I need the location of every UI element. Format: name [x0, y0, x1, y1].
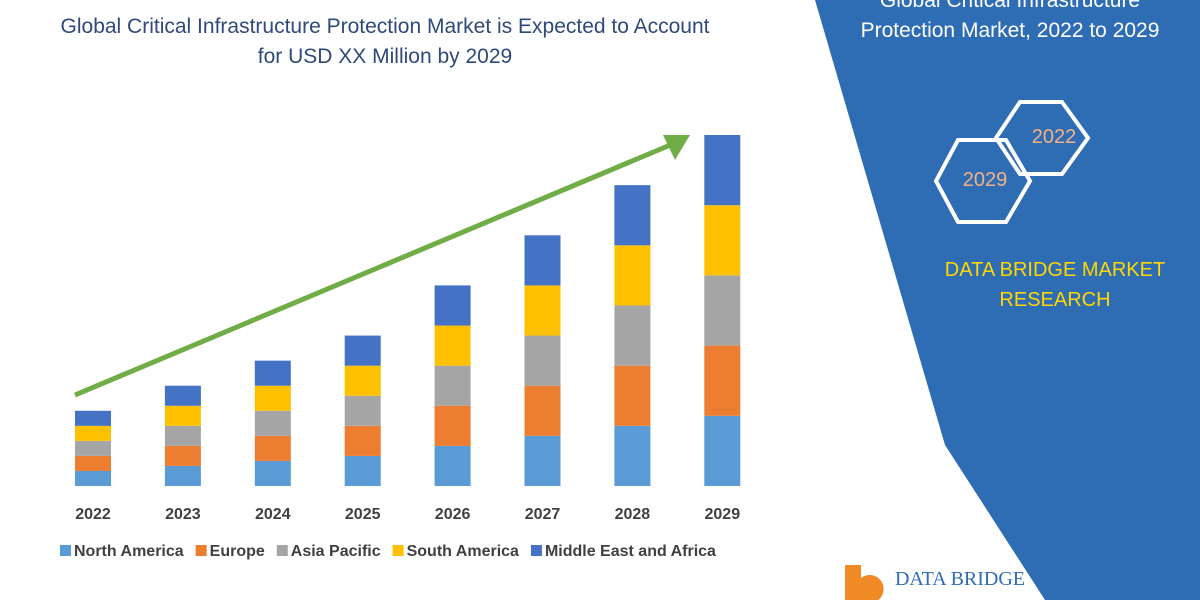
- bar-segment: [704, 135, 741, 206]
- legend-swatch: [276, 545, 288, 556]
- legend-swatch: [392, 545, 404, 556]
- x-tick-label: 2026: [435, 506, 471, 523]
- legend-label: Europe: [210, 543, 265, 560]
- legend-label: Middle East and Africa: [545, 543, 716, 560]
- bar-segment: [524, 385, 561, 436]
- legend-label: Asia Pacific: [291, 543, 381, 560]
- bar-segment: [344, 395, 381, 426]
- legend-swatch: [60, 545, 71, 556]
- bar-segment: [614, 305, 651, 366]
- chart-title: Global Critical Infrastructure Protectio…: [60, 15, 710, 68]
- bar-segment: [614, 245, 651, 306]
- bar-segment: [434, 365, 471, 406]
- bar-segment: [704, 205, 741, 276]
- x-tick-label: 2024: [255, 506, 291, 523]
- chart: 2022 2023 2024 2025 2026 2027 2028 2029 North Am…: [60, 135, 741, 560]
- bar-segment: [75, 410, 111, 426]
- legend-label: North America: [74, 543, 184, 560]
- bar-segment: [434, 445, 471, 486]
- bar-segment: [164, 405, 201, 426]
- bar-segment: [614, 365, 651, 426]
- x-tick-label: 2029: [705, 506, 741, 523]
- bar-segment: [254, 435, 291, 461]
- bar-segment: [75, 455, 111, 471]
- legend-swatch: [530, 545, 542, 556]
- bar-segment: [434, 405, 471, 446]
- bar-segment: [614, 425, 651, 486]
- legend-label: South America: [407, 543, 519, 560]
- bar-segment: [704, 345, 741, 416]
- bar-segment: [344, 425, 381, 456]
- bar-segment: [254, 460, 291, 486]
- bar-segment: [254, 410, 291, 436]
- bar-segment: [344, 365, 381, 396]
- x-tick-label: 2027: [525, 506, 561, 523]
- bar-segment: [164, 445, 201, 466]
- x-tick-label: 2028: [615, 506, 651, 523]
- bar-segment: [344, 455, 381, 486]
- side-panel: [815, 0, 1200, 600]
- x-tick-label: 2022: [75, 506, 111, 523]
- bar-segment: [704, 415, 741, 486]
- growth-arrow: [74, 140, 676, 398]
- bar-segment: [254, 360, 291, 386]
- hexagon-label: 2022: [1031, 126, 1077, 148]
- arrow-head: [663, 135, 690, 160]
- bar-segment: [434, 325, 471, 366]
- bar-segment: [524, 235, 561, 286]
- side-title: Global Critical Infrastructure Protectio…: [860, 0, 1160, 42]
- hexagon-label: 2029: [962, 169, 1008, 191]
- bar-segment: [164, 385, 201, 406]
- x-tick-label: 2023: [165, 506, 201, 523]
- bar-segment: [75, 440, 111, 456]
- bar-segment: [75, 425, 111, 441]
- bar-segment: [75, 470, 111, 486]
- hexagon: [933, 138, 1033, 224]
- bar-segment: [434, 285, 471, 326]
- bar-segment: [524, 335, 561, 386]
- bar-segment: [704, 275, 741, 346]
- bar-segment: [164, 425, 201, 446]
- bar-segment: [164, 465, 201, 486]
- brand: DATA BRIDGE MARKET RESEARCH: [944, 259, 1166, 311]
- bar-segment: [344, 335, 381, 366]
- bar-segment: [524, 285, 561, 336]
- logo-text: DATA BRIDGE: [894, 568, 1026, 590]
- bar-segment: [614, 185, 651, 246]
- x-tick-label: 2025: [345, 506, 381, 523]
- bar-segment: [254, 385, 291, 411]
- logo-icon: [845, 565, 884, 600]
- legend-swatch: [195, 545, 207, 556]
- bar-segment: [524, 435, 561, 486]
